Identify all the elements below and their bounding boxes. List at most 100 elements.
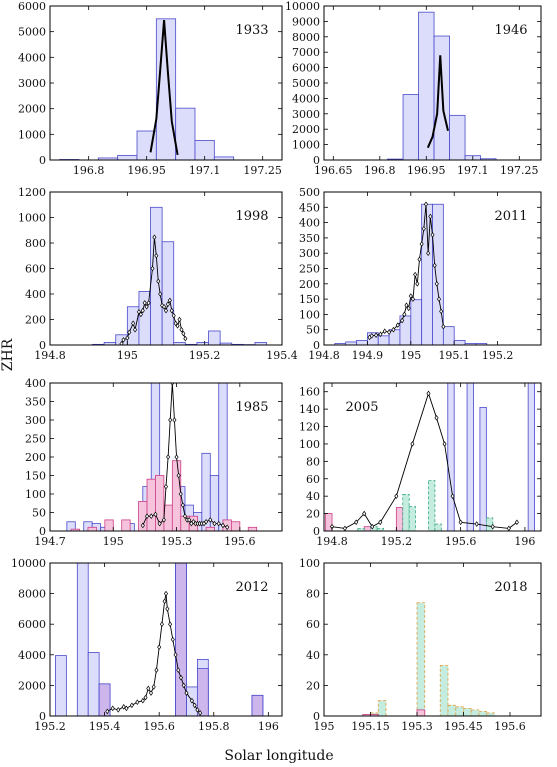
data-point	[417, 256, 422, 263]
y-tick-label: 0	[313, 525, 320, 538]
bar	[478, 711, 488, 716]
data-point	[402, 311, 407, 318]
plot-area	[66, 383, 258, 531]
x-tick-label: 195.4	[89, 720, 121, 733]
y-tick-label: 4000	[18, 51, 46, 64]
x-tick-label: 197.1	[457, 164, 489, 177]
bar	[447, 704, 457, 716]
data-point	[182, 513, 188, 519]
x-tick-label: 195.6	[143, 720, 175, 733]
y-tick-label: 20	[306, 508, 320, 521]
bar	[466, 383, 474, 531]
bar	[104, 519, 114, 531]
data-point	[428, 213, 433, 220]
y-tick-label: 200	[25, 451, 46, 464]
data-point	[168, 417, 173, 423]
data-point	[133, 326, 138, 333]
data-point	[176, 667, 181, 673]
y-tick-label: 8000	[18, 588, 46, 601]
data-point	[506, 525, 511, 531]
bar	[447, 383, 455, 531]
x-axis-title: Solar longitude	[224, 748, 333, 764]
data-point	[434, 415, 439, 421]
data-point	[140, 522, 145, 529]
bar	[175, 107, 196, 160]
y-tick-label: 7000	[292, 46, 320, 59]
data-point	[387, 329, 392, 335]
y-tick-label: 40	[306, 490, 320, 503]
data-point	[125, 335, 130, 341]
data-point	[174, 454, 179, 460]
bar	[87, 652, 100, 716]
y-tick-label: 0	[39, 339, 46, 352]
data-point	[142, 300, 147, 306]
y-tick-label: 8000	[292, 31, 320, 44]
data-point	[150, 265, 155, 272]
data-point	[171, 312, 176, 319]
y-tick-label: 2000	[292, 123, 320, 136]
y-tick-label: 3000	[292, 108, 320, 121]
bar	[218, 383, 228, 531]
y-axis-title: ZHR	[0, 338, 16, 371]
data-point	[362, 510, 367, 517]
bar	[463, 707, 472, 716]
bar	[173, 342, 186, 345]
y-tick-label: 800	[25, 237, 46, 250]
data-point	[434, 281, 439, 287]
data-point	[119, 340, 124, 345]
data-point	[121, 337, 126, 343]
data-point	[400, 317, 405, 324]
data-point	[169, 307, 174, 314]
x-tick-label: 195.6	[224, 535, 256, 548]
data-point	[395, 322, 400, 328]
bar	[486, 712, 495, 716]
data-point	[419, 241, 424, 247]
y-tick-label: 400	[25, 377, 46, 390]
x-tick-label: 196.8	[364, 164, 396, 177]
data-point	[192, 702, 197, 709]
plot-area	[334, 201, 488, 345]
data-point	[180, 502, 185, 508]
data-point	[458, 519, 463, 526]
y-tick-label: 250	[299, 263, 320, 276]
y-tick-label: 0	[39, 525, 46, 538]
data-point	[110, 705, 115, 712]
x-tick-label: 195.2	[482, 349, 514, 362]
x-tick-label: 196	[514, 535, 535, 548]
y-tick-label: 6000	[18, 618, 46, 631]
bar	[121, 519, 131, 531]
data-point	[208, 517, 213, 523]
y-tick-label: 100	[25, 488, 46, 501]
bar	[161, 241, 175, 345]
y-tick-label: 2000	[18, 679, 46, 692]
data-point	[450, 493, 455, 499]
bar	[196, 668, 209, 716]
y-tick-label: 120	[299, 421, 320, 434]
x-tick-label: 195.3	[161, 535, 193, 548]
data-point	[436, 296, 442, 302]
data-point	[148, 690, 154, 696]
y-tick-label: 400	[299, 217, 320, 230]
x-tick-label: 195	[314, 720, 335, 733]
bar	[205, 526, 215, 531]
plot-frame	[49, 562, 283, 717]
bar	[208, 330, 221, 345]
bar	[479, 406, 487, 531]
bar	[439, 665, 449, 716]
x-tick-label: 196.95	[407, 164, 446, 177]
chart-panel-2018: 0 20 40 60 80 100 195 195.15 195.3 195.45 195.6 201…	[299, 557, 542, 733]
data-point	[430, 232, 435, 238]
data-point	[170, 636, 175, 643]
data-point	[157, 644, 162, 650]
bar	[76, 563, 89, 716]
series-line	[149, 20, 179, 156]
y-tick-label: 250	[25, 433, 46, 446]
bar	[455, 706, 464, 716]
bar	[428, 480, 436, 531]
data-point	[426, 250, 431, 256]
data-point	[490, 523, 495, 530]
y-tick-label: 350	[25, 396, 46, 409]
panel-year-label: 1985	[235, 400, 268, 415]
data-point	[195, 707, 200, 713]
x-tick-label: 195	[117, 349, 138, 362]
